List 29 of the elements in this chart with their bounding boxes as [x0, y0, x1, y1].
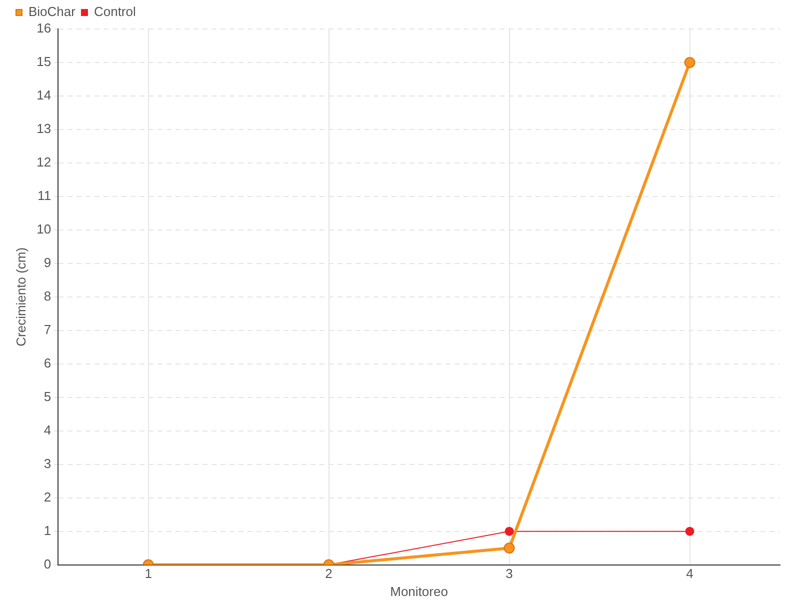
y-tick-label: 0 [44, 556, 52, 572]
point [684, 56, 696, 68]
point [504, 526, 514, 536]
x-tick-label: 1 [144, 566, 152, 582]
x-tick-label: 2 [325, 566, 332, 582]
y-tick-label: 11 [38, 188, 52, 204]
y-tick-label: 3 [44, 456, 52, 471]
y-tick-label: 6 [44, 355, 52, 370]
y-tick-label: 4 [44, 422, 52, 438]
y-tick-label: 2 [44, 489, 52, 504]
y-tick-label: 8 [44, 288, 52, 304]
y-tick-label: 10 [36, 222, 52, 237]
y-tick-label: 7 [44, 322, 52, 337]
legend-label: Control [94, 4, 136, 20]
point [504, 542, 515, 554]
y-tick-label: 14 [36, 88, 52, 103]
y-tick-label: 1 [44, 522, 52, 538]
y-tick-label: 15 [36, 54, 52, 70]
y-tick-label: 5 [44, 388, 52, 404]
point [685, 526, 694, 536]
y-tick-label: 16 [36, 20, 52, 36]
x-tick-label: 3 [506, 566, 513, 582]
x-tick-label: 4 [686, 566, 694, 582]
legend-label: BioChar [28, 4, 76, 20]
y-tick-label: 13 [36, 121, 52, 136]
x-axis-title: Monitoreo [390, 584, 448, 599]
y-tick-label: 9 [44, 254, 52, 270]
y-axis-title: Crecimiento (cm) [13, 247, 28, 346]
y-tick-label: 12 [36, 154, 52, 170]
